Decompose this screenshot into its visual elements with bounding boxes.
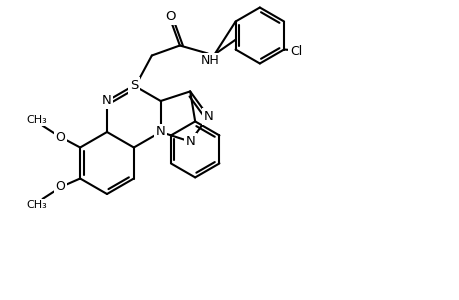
Text: N: N <box>203 110 213 123</box>
Text: Cl: Cl <box>289 45 302 58</box>
Text: O: O <box>165 10 176 23</box>
Text: N: N <box>185 135 195 148</box>
Text: NH: NH <box>200 54 219 67</box>
Text: CH₃: CH₃ <box>26 200 47 210</box>
Text: S: S <box>129 79 138 92</box>
Text: O: O <box>56 131 65 144</box>
Text: O: O <box>56 180 65 194</box>
Text: CH₃: CH₃ <box>26 115 47 125</box>
Text: N: N <box>102 94 112 107</box>
Text: N: N <box>156 125 165 139</box>
